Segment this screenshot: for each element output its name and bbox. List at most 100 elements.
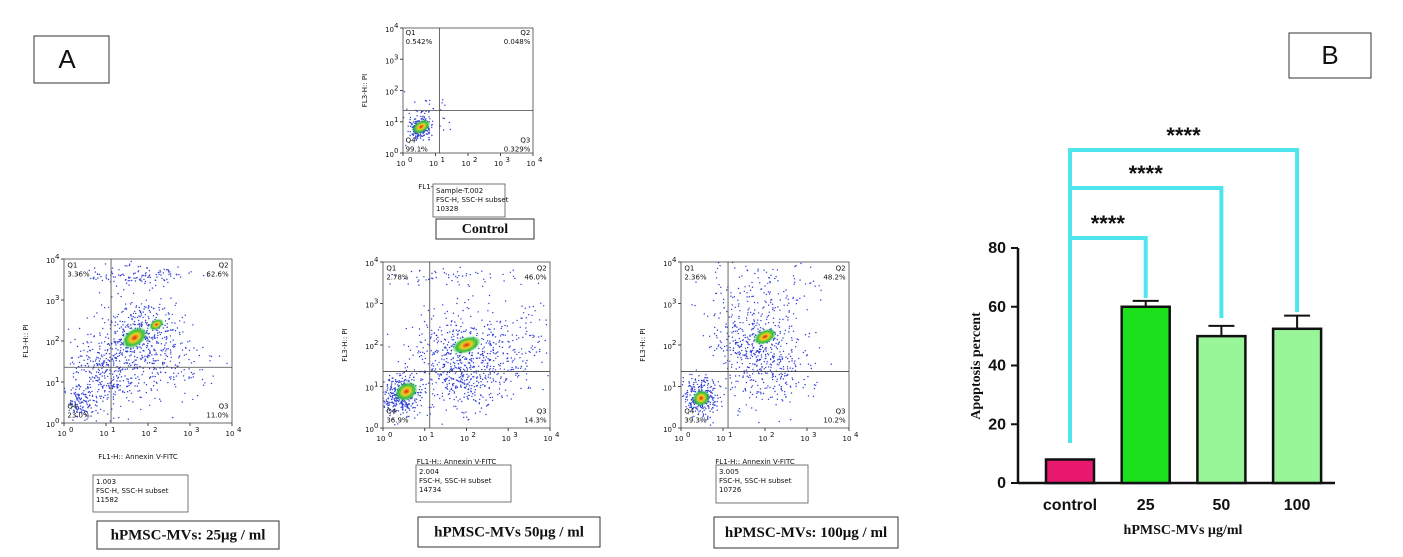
event-dot (712, 403, 714, 406)
event-dot (76, 411, 79, 413)
event-dot (173, 372, 175, 374)
event-dot (757, 270, 759, 272)
event-dot (432, 362, 434, 365)
event-dot (759, 350, 761, 353)
event-dot (695, 407, 697, 409)
event-dot (190, 371, 193, 374)
event-dot (802, 351, 805, 354)
event-dot (511, 334, 513, 336)
event-dot (96, 356, 98, 358)
event-dot (705, 374, 707, 376)
event-dot (429, 118, 431, 120)
event-dot (113, 370, 116, 373)
event-dot (534, 310, 536, 312)
event-dot (386, 410, 388, 412)
quadrant-percent: 48.2% (823, 274, 846, 282)
event-dot (445, 352, 448, 355)
event-dot (515, 374, 517, 376)
event-dot (142, 316, 144, 319)
event-dot (708, 335, 711, 337)
event-dot (756, 369, 758, 371)
event-dot (512, 393, 515, 395)
event-dot (731, 314, 733, 316)
event-dot (445, 347, 447, 349)
event-dot (452, 339, 455, 341)
event-dot (489, 368, 491, 370)
event-dot (84, 400, 87, 403)
tick-exponent: 0 (69, 426, 73, 434)
event-dot (181, 342, 183, 344)
event-dot (119, 344, 122, 346)
event-dot (495, 380, 497, 383)
event-dot (779, 351, 781, 353)
event-dot (105, 362, 108, 364)
event-dot (716, 329, 719, 331)
event-dot (392, 412, 395, 414)
event-dot (108, 359, 111, 362)
event-dot (148, 355, 151, 357)
quadrant-percent: 46.0% (524, 274, 547, 282)
event-dot (767, 398, 770, 400)
event-dot (703, 381, 706, 383)
event-dot (391, 389, 393, 391)
event-dot (739, 411, 741, 413)
event-dot (410, 123, 413, 125)
event-dot (746, 336, 749, 338)
event-dot (174, 345, 176, 348)
event-dot (693, 415, 695, 417)
event-dot (442, 381, 444, 384)
event-dot (147, 307, 149, 309)
event-dot (465, 357, 467, 359)
event-dot (747, 341, 749, 343)
event-dot (782, 378, 784, 380)
event-dot (463, 382, 465, 384)
event-dot (446, 383, 448, 385)
event-dot (507, 330, 509, 332)
event-dot (422, 347, 424, 349)
event-dot (417, 394, 419, 396)
event-dot (460, 374, 462, 376)
event-dot (138, 278, 141, 280)
event-dot (783, 333, 786, 335)
event-dot (446, 377, 448, 380)
event-dot (503, 368, 505, 370)
event-dot (742, 354, 744, 356)
event-dot (143, 382, 145, 384)
event-dot (173, 376, 175, 378)
event-dot (144, 355, 146, 357)
event-dot (795, 264, 797, 267)
event-dot (134, 310, 136, 313)
density-hotspot (692, 389, 710, 407)
event-dot (185, 353, 187, 356)
event-dot (165, 350, 167, 352)
event-dot (405, 369, 408, 372)
event-dot (132, 312, 135, 315)
event-dot (444, 104, 446, 106)
event-dot (769, 369, 772, 371)
event-dot (456, 359, 458, 362)
event-dot (155, 284, 157, 287)
event-dot (115, 357, 117, 359)
event-dot (788, 360, 790, 363)
event-dot (419, 412, 421, 414)
event-dot (719, 346, 722, 349)
event-dot (781, 357, 784, 359)
event-dot (427, 278, 430, 281)
event-dot (777, 280, 779, 282)
event-dot (761, 398, 763, 401)
quadrant-percent: 62.6% (206, 271, 229, 279)
event-dot (773, 355, 775, 358)
event-dot (492, 341, 495, 344)
tick-base: 10 (385, 89, 394, 97)
event-dot (122, 310, 124, 313)
event-dot (540, 302, 542, 304)
event-dot (402, 403, 404, 405)
event-dot (468, 394, 470, 397)
event-dot (545, 319, 547, 321)
event-dot (123, 329, 125, 332)
event-dot (778, 341, 781, 343)
event-dot (118, 367, 121, 369)
event-dot (402, 409, 404, 411)
event-dot (471, 384, 473, 387)
event-dot (98, 369, 101, 372)
